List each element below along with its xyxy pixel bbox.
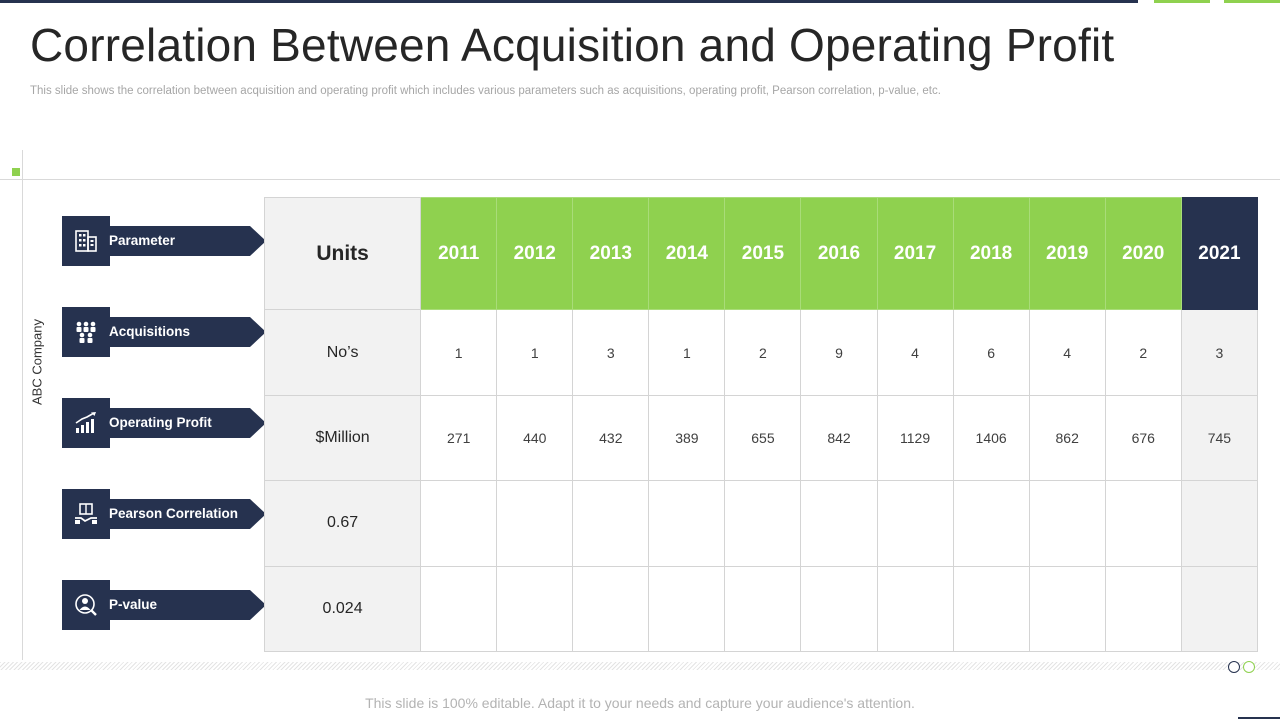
table-cell (800, 480, 878, 567)
param-label: Pearson Correlation (109, 506, 239, 521)
param-pearson-correlation: Pearson Correlation (62, 489, 266, 539)
unit-cell: No’s (263, 309, 422, 396)
table-cell: 2 (724, 309, 802, 396)
table-cell (1028, 480, 1106, 567)
growth-chart-icon (62, 398, 110, 448)
footer-hatch-band (0, 662, 1280, 670)
year-header: 2016 (800, 196, 878, 311)
table-cell: 2 (1104, 309, 1182, 396)
people-group-icon (62, 307, 110, 357)
top-accent-green-2 (1224, 0, 1280, 3)
table-cell (572, 480, 650, 567)
param-p-value: P-value (62, 580, 266, 630)
table-cell (1028, 565, 1106, 653)
table-cell: 3 (572, 309, 650, 396)
year-header: 2017 (876, 196, 954, 311)
table-row: No’s 1 1 3 1 2 9 4 6 4 2 3 (263, 309, 1259, 396)
table-cell (800, 565, 878, 653)
table-cell: 842 (800, 394, 878, 482)
table-cell (876, 480, 954, 567)
param-parameter: Parameter (62, 216, 266, 266)
table-cell (648, 480, 726, 567)
year-header: 2012 (496, 196, 574, 311)
param-label: Acquisitions (109, 324, 191, 339)
table-cell (876, 565, 954, 653)
footer-note: This slide is 100% editable. Adapt it to… (365, 695, 915, 711)
divider-vertical (22, 150, 23, 660)
year-header: 2019 (1028, 196, 1106, 311)
table-cell (1104, 565, 1182, 653)
table-cell: 4 (876, 309, 954, 396)
table-cell: 1129 (876, 394, 954, 482)
top-accent-bar (0, 0, 1138, 3)
table-cell: 862 (1028, 394, 1106, 482)
table-cell: 1 (496, 309, 574, 396)
company-side-label: ABC Company (29, 319, 45, 405)
param-label: P-value (109, 597, 158, 612)
param-label: Operating Profit (109, 415, 212, 430)
table-cell: 1 (420, 309, 498, 396)
table-row: $Million 271 440 432 389 655 842 1129 14… (263, 394, 1259, 482)
table-cell: 389 (648, 394, 726, 482)
year-header: 2013 (572, 196, 650, 311)
table-cell: 745 (1180, 394, 1259, 482)
year-header-highlight: 2021 (1180, 196, 1259, 311)
handshake-box-icon (62, 489, 110, 539)
param-operating-profit: Operating Profit (62, 398, 266, 448)
table-cell (420, 565, 498, 653)
top-accent-green-1 (1154, 0, 1210, 3)
table-cell: 432 (572, 394, 650, 482)
param-label: Parameter (109, 233, 176, 248)
table-cell (724, 565, 802, 653)
slide-subtitle: This slide shows the correlation between… (30, 85, 941, 97)
corner-marker (12, 168, 20, 176)
table-cell: 9 (800, 309, 878, 396)
building-icon (62, 216, 110, 266)
year-header: 2020 (1104, 196, 1182, 311)
unit-cell: 0.67 (263, 480, 422, 567)
table-cell: 1406 (952, 394, 1030, 482)
table-cell (1180, 565, 1259, 653)
units-header: Units (263, 196, 422, 311)
table-cell (952, 480, 1030, 567)
table-cell: 440 (496, 394, 574, 482)
table-cell (724, 480, 802, 567)
slide-title: Correlation Between Acquisition and Oper… (30, 19, 1115, 71)
divider-horizontal (0, 179, 1280, 180)
year-header: 2014 (648, 196, 726, 311)
table-cell: 655 (724, 394, 802, 482)
table-cell: 676 (1104, 394, 1182, 482)
year-header: 2018 (952, 196, 1030, 311)
table-header-row: Units 2011 2012 2013 2014 2015 2016 2017… (263, 196, 1259, 311)
navigation-dot-green (1243, 661, 1255, 673)
table-cell (648, 565, 726, 653)
table-row: 0.024 (263, 565, 1259, 653)
navigation-dot-navy (1228, 661, 1240, 673)
bottom-accent-bar (1238, 717, 1280, 719)
table-cell (420, 480, 498, 567)
table-cell: 1 (648, 309, 726, 396)
table-cell: 4 (1028, 309, 1106, 396)
table-cell (572, 565, 650, 653)
table-cell (1180, 480, 1259, 567)
table-cell (952, 565, 1030, 653)
data-table: Units 2011 2012 2013 2014 2015 2016 2017… (263, 196, 1259, 653)
year-header: 2015 (724, 196, 802, 311)
unit-cell: $Million (263, 394, 422, 482)
table-cell (1104, 480, 1182, 567)
table-cell: 6 (952, 309, 1030, 396)
table-cell (496, 565, 574, 653)
unit-cell: 0.024 (263, 565, 422, 653)
table-cell (496, 480, 574, 567)
table-cell: 271 (420, 394, 498, 482)
year-header: 2011 (420, 196, 498, 311)
param-acquisitions: Acquisitions (62, 307, 266, 357)
target-person-icon (62, 580, 110, 630)
table-cell: 3 (1180, 309, 1259, 396)
table-row: 0.67 (263, 480, 1259, 567)
